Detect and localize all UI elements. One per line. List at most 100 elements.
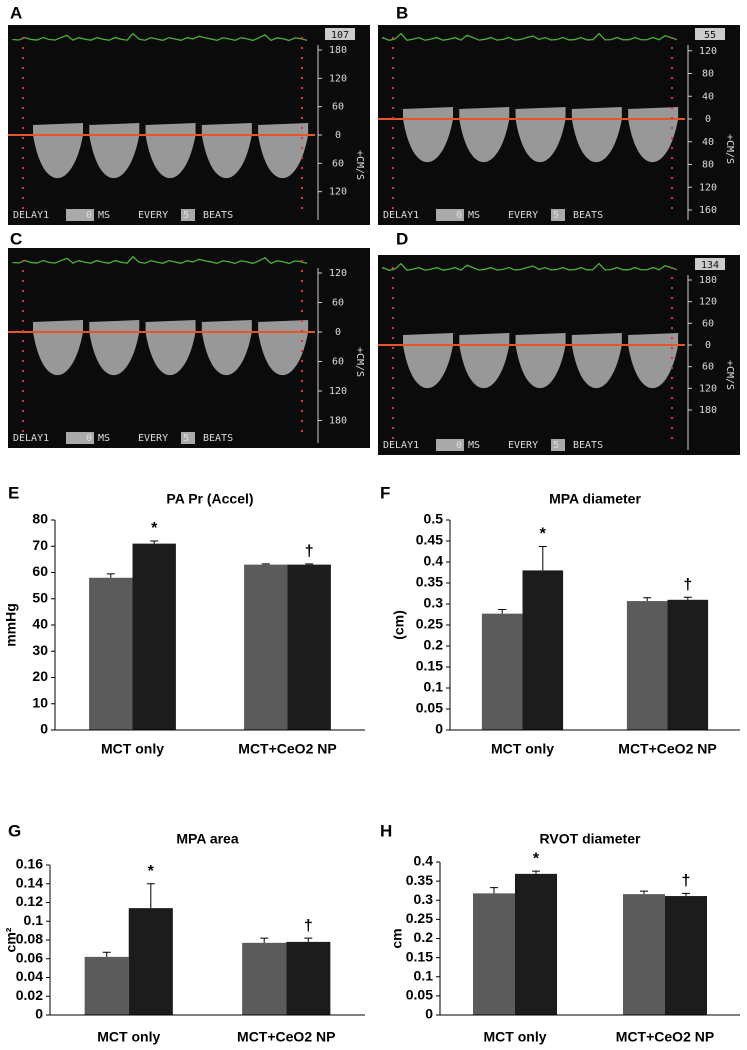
panel-letter: D: [396, 229, 408, 248]
y-axis-label: (cm): [391, 610, 407, 640]
ecg-trace: [12, 32, 308, 42]
chart-title: RVOT diameter: [540, 831, 641, 847]
heart-rate: 107: [331, 30, 349, 41]
y-tick-label: 40: [32, 616, 48, 632]
scale-label: 40: [702, 91, 714, 102]
scale-label: 120: [329, 386, 347, 397]
panel-letter: C: [10, 229, 22, 248]
y-tick-label: 0.1: [414, 967, 434, 983]
y-tick-label: 0.05: [406, 987, 433, 1003]
bar: [665, 896, 707, 1015]
error-bar: [682, 892, 690, 897]
y-tick-label: 0.06: [16, 949, 43, 965]
scale-label: 120: [329, 73, 347, 84]
x-tick-label: MCT+CeO2 NP: [618, 741, 716, 757]
x-tick-label: MCT+CeO2 NP: [238, 741, 336, 757]
y-tick-label: 0.15: [406, 948, 433, 964]
y-tick-label: 0.02: [16, 987, 43, 1003]
bar: [84, 956, 129, 1015]
y-tick-label: 0.2: [414, 929, 434, 945]
ultrasound-panel: C 120 60 0 60 120 180 +CM/S DELAY1 0 MS EVERY 5 BEATS: [8, 229, 370, 448]
y-tick-label: 0.12: [16, 893, 43, 909]
error-bar: [490, 887, 498, 894]
error-bar: [150, 540, 159, 544]
footer-box: [551, 439, 565, 451]
footer-text: 0: [86, 433, 92, 444]
footer-text: DELAY1: [383, 440, 419, 451]
significance-mark: †: [305, 543, 314, 560]
y-tick-label: 0.1: [24, 912, 44, 928]
footer-text: 5: [183, 433, 189, 444]
significance-mark: †: [682, 873, 691, 890]
ecg-trace: [382, 32, 678, 41]
unit-label: +CM/S: [724, 134, 735, 164]
error-bar: [532, 870, 540, 874]
unit-label: +CM/S: [354, 347, 365, 377]
scale-label: 0: [705, 114, 711, 125]
footer-text: MS: [468, 210, 480, 221]
footer-text: DELAY1: [383, 210, 419, 221]
panel-letter: A: [10, 3, 22, 22]
footer-box: [66, 432, 94, 444]
footer-text: MS: [98, 433, 110, 444]
footer-box: [436, 439, 464, 451]
error-bar: [102, 951, 111, 957]
y-tick-label: 0: [425, 1006, 433, 1022]
scale-label: 80: [702, 69, 714, 80]
x-tick-label: MCT only: [101, 741, 164, 757]
scale-label: 120: [329, 187, 347, 198]
y-tick-label: 0.16: [16, 856, 43, 872]
footer-text: BEATS: [203, 433, 233, 444]
scale-label: 60: [332, 158, 344, 169]
scale-label: 120: [329, 268, 347, 279]
footer-text: DELAY1: [13, 433, 49, 444]
y-tick-label: 60: [32, 563, 48, 579]
bar: [667, 599, 709, 730]
scale-label: 180: [699, 275, 717, 286]
scale-label: 0: [705, 340, 711, 351]
error-bar: [498, 608, 507, 614]
unit-label: +CM/S: [724, 360, 735, 390]
y-tick-label: 0.4: [414, 853, 434, 869]
footer-text: EVERY: [508, 210, 538, 221]
footer-box: [436, 209, 464, 221]
scale-label: 60: [332, 357, 344, 368]
bar: [244, 564, 288, 730]
heart-rate: 134: [701, 260, 719, 271]
ultrasound-panel: B 120 80 40 0 40 80 120 160 +CM/S 55 DELAY1 0 MS EVERY…: [378, 3, 740, 225]
footer-text: 5: [553, 440, 559, 451]
y-tick-label: 0.1: [424, 679, 444, 695]
footer-text: EVERY: [508, 440, 538, 451]
bar: [522, 570, 564, 730]
heart-rate-box: [695, 258, 725, 270]
panel-letter: H: [380, 821, 392, 840]
bar: [473, 893, 515, 1015]
bar: [287, 564, 331, 730]
error-bar: [260, 937, 269, 943]
error-bar: [106, 573, 115, 578]
bar: [286, 941, 331, 1015]
scale-label: 0: [335, 130, 341, 141]
significance-mark: *: [533, 850, 540, 867]
error-bar: [538, 545, 547, 571]
bar-chart: H RVOT diameter cm 0 0.05 0.1 0.15 0.2 0.25 0.3 0.…: [380, 821, 740, 1045]
heart-rate-box: [325, 28, 355, 40]
footer-text: EVERY: [138, 210, 168, 221]
bar: [128, 908, 173, 1015]
bar: [623, 894, 665, 1015]
panel-letter: B: [396, 3, 408, 22]
scale-label: 160: [699, 205, 717, 216]
error-bar: [305, 563, 314, 565]
footer-text: MS: [98, 210, 110, 221]
y-tick-label: 0: [435, 721, 443, 737]
panel-letter: F: [380, 483, 390, 502]
footer-box: [181, 209, 195, 221]
bar: [481, 613, 523, 730]
x-tick-label: MCT+CeO2 NP: [616, 1029, 714, 1045]
footer-text: MS: [468, 440, 480, 451]
unit-label: +CM/S: [354, 150, 365, 180]
y-tick-label: 50: [32, 589, 48, 605]
y-tick-label: 0.4: [424, 553, 444, 569]
bar: [626, 601, 668, 730]
y-axis-label: cm²: [3, 927, 19, 952]
